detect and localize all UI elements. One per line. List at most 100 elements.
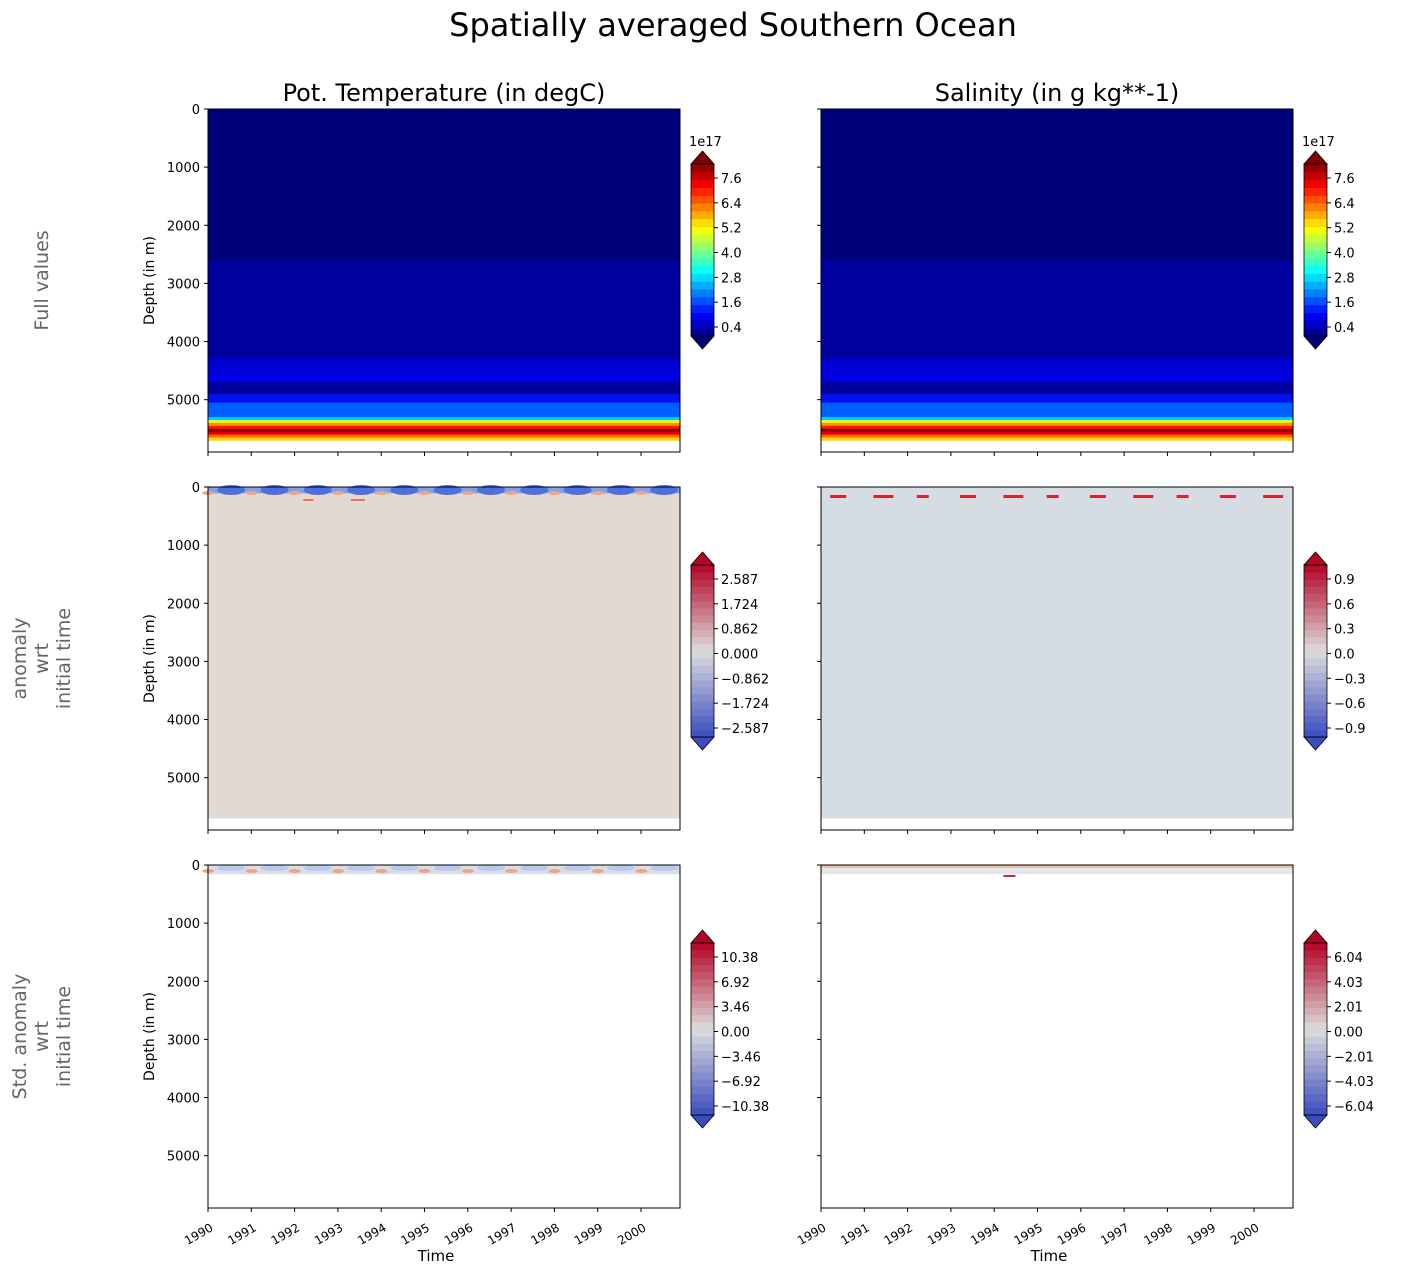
- row-label-line: wrt: [31, 1021, 53, 1052]
- colorbar-segment: [691, 195, 714, 204]
- colorbar-segment: [691, 1064, 714, 1073]
- colorbar-segment: [691, 964, 714, 973]
- colorbar-segment: [1304, 281, 1327, 290]
- colorbar-tick-label: −2.587: [721, 722, 769, 737]
- colorbar-segment: [1304, 265, 1327, 274]
- colorbar-segment: [691, 1086, 714, 1094]
- colorbar-tick-label: 6.04: [1334, 951, 1363, 966]
- contour-band: [208, 428, 680, 433]
- colorbar-segment: [691, 1043, 714, 1051]
- contour-band: [821, 109, 1293, 261]
- anomaly-patch: [375, 491, 388, 495]
- colorbar-segment: [1304, 643, 1327, 652]
- colorbar-segment: [1304, 257, 1327, 267]
- colorbar-segment: [1304, 1093, 1327, 1102]
- colorbar-segment: [1304, 218, 1327, 228]
- colorbar-frame: [690, 942, 715, 1116]
- panel-r0-c1: 7.6 6.4 5.2 4.0 2.8 1.6 0.4 1e17: [817, 108, 1355, 456]
- colorbar-segment: [691, 986, 714, 994]
- x-tick-label: 1992: [269, 1220, 302, 1247]
- colorbar-segment: [1304, 993, 1327, 1001]
- anomaly-patch: [1003, 495, 1024, 498]
- colorbar-segment: [691, 622, 714, 630]
- anomaly-patch: [635, 491, 648, 495]
- contour-band: [821, 393, 1293, 404]
- colorbar-segment: [1304, 289, 1327, 298]
- anomaly-patch: [505, 869, 518, 873]
- anomaly-patch: [390, 865, 419, 871]
- colorbar-segment: [691, 957, 714, 965]
- anomaly-patch: [217, 865, 246, 871]
- colorbar-tick-label: −10.38: [721, 1100, 769, 1115]
- contour-band: [821, 417, 1293, 421]
- colorbar-segment: [1304, 629, 1327, 638]
- contour-band: [208, 422, 680, 427]
- colorbar-segment: [691, 686, 714, 695]
- colorbar-segment: [691, 1014, 714, 1023]
- colorbar-segment: [1304, 242, 1327, 251]
- colorbar-offset-label: 1e17: [689, 135, 722, 150]
- x-tick-label: 1995: [399, 1220, 432, 1247]
- y-tick-label: 5000: [167, 394, 200, 409]
- colorbar-segment: [1304, 171, 1327, 181]
- contour-band: [208, 393, 680, 404]
- x-tick-label: 1997: [1098, 1220, 1131, 1247]
- colorbar-tick-label: 3.46: [721, 1001, 750, 1016]
- anomaly-patch: [461, 869, 474, 873]
- colorbar-segment: [691, 729, 714, 738]
- colorbar: 0.9 0.6 0.3 0.0 −0.3 −0.6 −0.9: [1303, 551, 1366, 751]
- colorbar-extend-min: [690, 1114, 715, 1129]
- column-title-salinity: Salinity (in g kg**-1): [935, 79, 1180, 107]
- anomaly-patch: [461, 491, 474, 495]
- anomaly-patch: [1046, 495, 1059, 498]
- colorbar-segment: [691, 950, 714, 958]
- y-tick-label: 0: [192, 103, 200, 118]
- field-background: [821, 865, 1293, 1197]
- y-tick-label: 4000: [167, 336, 200, 351]
- colorbar-segment: [691, 672, 714, 681]
- row-label-line: initial time: [53, 986, 75, 1087]
- colorbar-segment: [1304, 179, 1327, 188]
- y-tick-label: 2000: [167, 975, 200, 990]
- anomaly-patch: [1133, 495, 1154, 498]
- colorbar-tick-label: −3.46: [721, 1050, 761, 1065]
- colorbar-frame: [1303, 564, 1328, 738]
- colorbar-segment: [1304, 234, 1327, 243]
- colorbar-segment: [1304, 593, 1327, 602]
- colorbar-tick-label: −6.04: [1334, 1100, 1374, 1115]
- colorbar-segment: [1304, 203, 1327, 212]
- colorbar-extend-min: [690, 335, 715, 350]
- colorbar-tick-label: 7.6: [721, 172, 742, 187]
- contour-band: [208, 417, 680, 421]
- anomaly-patch: [303, 865, 332, 871]
- y-tick-label: 3000: [167, 1033, 200, 1048]
- colorbar-tick-label: 6.4: [1334, 197, 1355, 212]
- colorbar-segment: [691, 265, 714, 274]
- colorbar-segment: [691, 257, 714, 267]
- x-axis-label: Time: [417, 1247, 455, 1265]
- colorbar-segment: [691, 1057, 714, 1066]
- x-tick-label: 1991: [225, 1220, 258, 1247]
- y-axis-label: Depth (in m): [142, 614, 158, 703]
- x-tick-label: 1996: [442, 1220, 475, 1247]
- colorbar-segment: [691, 234, 714, 243]
- colorbar-segment: [691, 1000, 714, 1008]
- contour-band: [208, 420, 680, 424]
- colorbar-tick-label: 2.587: [721, 573, 758, 588]
- x-tick-label: 1996: [1055, 1220, 1088, 1247]
- contour-band: [208, 260, 680, 360]
- colorbar-segment: [691, 608, 714, 616]
- colorbar-segment: [1304, 615, 1327, 623]
- colorbar-segment: [691, 651, 714, 659]
- colorbar-frame: [1303, 942, 1328, 1116]
- colorbar-segment: [1304, 195, 1327, 204]
- colorbar-segment: [1304, 701, 1327, 709]
- colorbar-segment: [691, 226, 714, 235]
- anomaly-patch: [433, 865, 462, 871]
- colorbar-frame: [1303, 163, 1328, 337]
- colorbar-segment: [691, 629, 714, 638]
- colorbar-segment: [691, 320, 714, 329]
- panel-r2-c0: 0 1000 2000 3000 4000 5000 Depth (in m) 1990 199…: [142, 859, 769, 1265]
- colorbar-extend-max: [1303, 150, 1328, 165]
- contour-band: [821, 437, 1293, 441]
